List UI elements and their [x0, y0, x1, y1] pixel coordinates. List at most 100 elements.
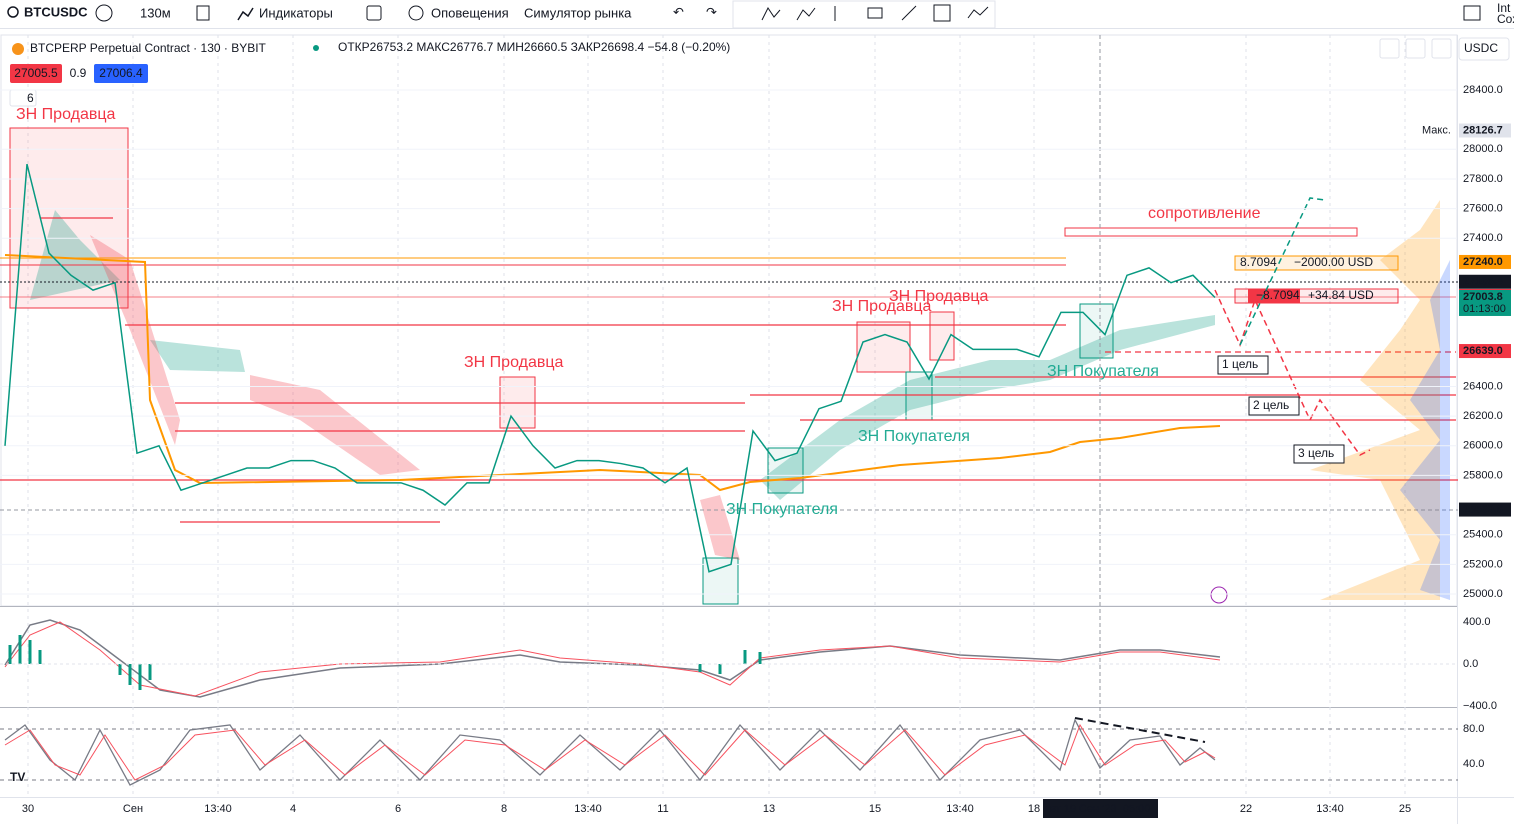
- main-pane: [0, 34, 1458, 607]
- price-line: [4, 163, 1216, 573]
- buy-button[interactable]: [94, 64, 148, 83]
- price-badge: [1459, 344, 1511, 359]
- alerts-button[interactable]: Оповещения: [431, 5, 509, 20]
- volume-profile: [1310, 120, 1440, 600]
- sell-button[interactable]: [10, 64, 62, 83]
- pane-button[interactable]: [1431, 38, 1452, 59]
- indicators-button[interactable]: Индикаторы: [259, 5, 333, 20]
- annotation: сопротивление: [1148, 205, 1261, 222]
- price-badge-note: Макс.: [1422, 124, 1451, 136]
- x-tick-label: 13:40: [1316, 803, 1344, 815]
- currency[interactable]: USDC: [1464, 41, 1498, 55]
- price-badge: [1459, 123, 1511, 138]
- stochastic: [0, 717, 1458, 786]
- annotation: ЗН Продавца: [464, 354, 564, 371]
- price-badge: [1459, 274, 1511, 289]
- ask[interactable]: 27006.4: [99, 66, 143, 80]
- price-badge-label: 25569.6: [1463, 503, 1503, 515]
- drawing-tool[interactable]: [796, 7, 816, 21]
- search-icon[interactable]: [7, 6, 19, 18]
- buyer-zone: [905, 371, 933, 421]
- macd-tick-label: −400.0: [1463, 700, 1497, 712]
- compare-icon[interactable]: [95, 4, 113, 22]
- y-tick-label: 25400.0: [1463, 529, 1503, 541]
- x-tick-label: 13: [763, 803, 775, 815]
- indicators-icon[interactable]: [237, 7, 254, 21]
- legend-title[interactable]: BTCPERP Perpetual Contract · 130 · BYBIT: [30, 41, 267, 55]
- currency-select[interactable]: [1458, 37, 1510, 61]
- x-tick-label: 22: [1240, 803, 1252, 815]
- y-tick-label: 27600.0: [1463, 202, 1503, 214]
- price-badge: [1459, 289, 1511, 316]
- alerts-icon[interactable]: [408, 5, 424, 21]
- macd-histogram: [8, 635, 762, 690]
- buyer-zone: [767, 447, 804, 494]
- pane-button[interactable]: [1379, 38, 1400, 59]
- buyer-zone: [1079, 303, 1114, 359]
- account-sub[interactable]: Cox: [1497, 12, 1514, 26]
- buyer-zone: [702, 557, 739, 605]
- annotation: ЗН Продавца: [16, 106, 116, 123]
- legend-ohlc: ОТКР26753.2 МАКС26776.7 МИН26660.5 ЗАКР2…: [338, 40, 730, 54]
- drawing-tool[interactable]: [967, 6, 989, 19]
- x-tick-label: 13:40: [574, 803, 602, 815]
- indicator-count[interactable]: 6: [27, 91, 34, 105]
- drawing-tool[interactable]: [901, 5, 917, 21]
- price-badge-label: 26639.0: [1463, 345, 1503, 357]
- x-tick-label: 4: [290, 803, 296, 815]
- position-target: [1234, 255, 1399, 271]
- price-badge-label: 27106.4: [1463, 276, 1504, 288]
- macd-line: [4, 619, 1221, 698]
- interval[interactable]: 130м: [140, 5, 171, 20]
- templates-icon[interactable]: [366, 5, 382, 21]
- y-tick-label: 27800.0: [1463, 173, 1503, 185]
- drawings: [0, 35, 1458, 797]
- chart-type-icon[interactable]: [196, 5, 210, 21]
- resistance-box: [1064, 227, 1358, 237]
- y-tick-label: 26000.0: [1463, 440, 1503, 452]
- account-name[interactable]: Int: [1497, 1, 1511, 15]
- stoch-tick-label: 80.0: [1463, 723, 1484, 735]
- volume-profile: [1400, 260, 1450, 600]
- event-icon[interactable]: [1210, 586, 1228, 604]
- position-label: 8.7094: [1240, 255, 1277, 269]
- symbol[interactable]: BTCUSDC: [24, 4, 88, 19]
- projection: [1239, 197, 1326, 346]
- drawing-tool[interactable]: [933, 4, 951, 22]
- macd-tick-label: 400.0: [1463, 616, 1491, 628]
- x-tick-label: 8: [501, 803, 507, 815]
- y-tick-label: 27400.0: [1463, 232, 1503, 244]
- x-tick-label: 11: [657, 803, 668, 815]
- x-tick-label: 25: [1399, 803, 1411, 815]
- annotation: 2 цель: [1253, 398, 1289, 412]
- y-tick-label: 25800.0: [1463, 469, 1503, 481]
- price-badge: [1459, 254, 1511, 269]
- price-badge-label: 27240.0: [1463, 256, 1503, 268]
- x-tick-label: 15: [869, 803, 881, 815]
- macd-tick-label: 0.0: [1463, 658, 1478, 670]
- drawing-tool[interactable]: [867, 7, 883, 19]
- stoch-d: [4, 723, 1216, 781]
- target-box: [1248, 396, 1300, 416]
- bid[interactable]: 27005.5: [14, 66, 58, 80]
- y-tick-label: 28400.0: [1463, 84, 1503, 96]
- pane-button[interactable]: [1405, 38, 1426, 59]
- undo[interactable]: ↶: [673, 4, 684, 19]
- price-badge: [1459, 502, 1511, 517]
- price-badge-label: 27003.8: [1463, 291, 1503, 303]
- y-tick-label: 26400.0: [1463, 380, 1503, 392]
- stoch-k: [4, 718, 1216, 786]
- layout-icon[interactable]: [1463, 5, 1481, 21]
- redo[interactable]: ↷: [706, 4, 718, 19]
- target-box: [1217, 355, 1269, 375]
- y-tick-label: 28000.0: [1463, 143, 1503, 155]
- market-status: [313, 45, 319, 51]
- position-label: +34.84 USD: [1308, 288, 1374, 302]
- replay-button[interactable]: Симулятор рынка: [524, 5, 632, 20]
- annotation: 3 цель: [1298, 446, 1334, 460]
- annotation: ЗН Продавца: [889, 288, 989, 305]
- crosshair-date: вт 19 Сен '23: [1050, 803, 1117, 815]
- drawing-tool[interactable]: [761, 7, 781, 21]
- stoch-tick-label: 40.0: [1463, 758, 1484, 770]
